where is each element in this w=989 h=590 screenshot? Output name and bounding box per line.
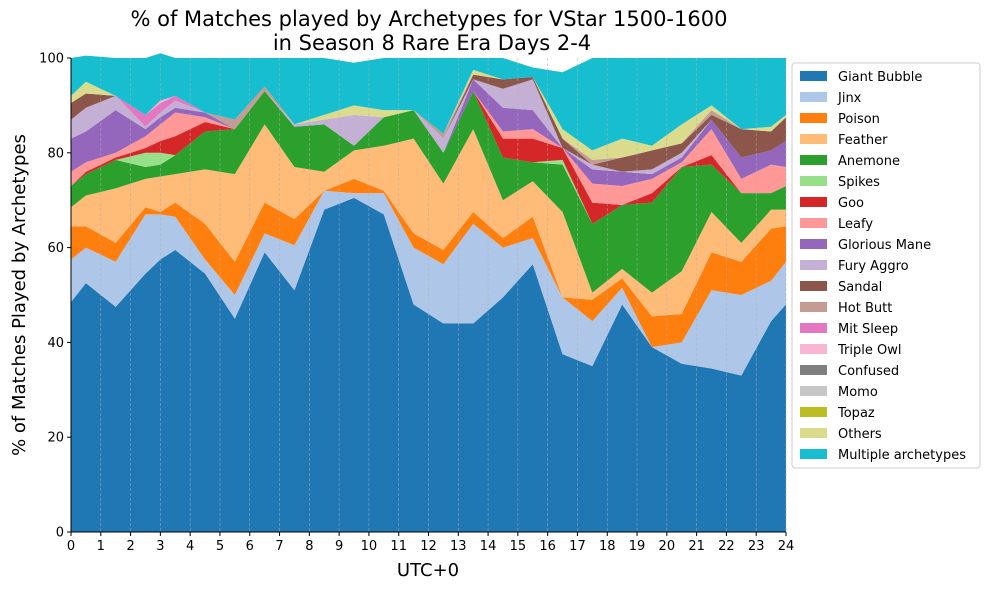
legend-label: Confused xyxy=(838,364,899,379)
legend-swatch xyxy=(800,155,827,165)
legend-swatch xyxy=(800,281,827,291)
x-tick-label: 22 xyxy=(718,539,735,554)
legend-label: Multiple archetypes xyxy=(838,448,966,463)
x-tick-label: 23 xyxy=(748,539,765,554)
legend-label: Goo xyxy=(838,196,864,211)
legend-label: Giant Bubble xyxy=(838,70,922,85)
x-tick-label: 7 xyxy=(275,539,283,554)
x-tick-label: 9 xyxy=(335,539,343,554)
legend-swatch xyxy=(800,113,827,123)
y-axis-ticks: 0 20 40 60 80 100 xyxy=(39,52,71,541)
x-tick-label: 19 xyxy=(629,539,646,554)
x-tick-label: 20 xyxy=(659,539,676,554)
x-tick-label: 14 xyxy=(480,539,497,554)
y-tick-label: 100 xyxy=(39,52,64,67)
y-tick-label: 60 xyxy=(47,241,64,256)
legend-label: Momo xyxy=(838,385,878,400)
legend-label: Fury Aggro xyxy=(838,259,909,274)
legend-swatch xyxy=(800,323,827,333)
x-tick-label: 6 xyxy=(246,539,254,554)
x-tick-label: 21 xyxy=(688,539,705,554)
legend-label: Glorious Mane xyxy=(838,238,931,253)
x-tick-label: 2 xyxy=(126,539,134,554)
legend-swatch xyxy=(800,197,827,207)
legend-swatch xyxy=(800,134,827,144)
legend-label: Feather xyxy=(838,133,888,148)
x-tick-label: 12 xyxy=(420,539,437,554)
legend-swatch xyxy=(800,449,827,459)
legend-label: Hot Butt xyxy=(838,301,892,316)
legend-label: Others xyxy=(838,427,882,442)
legend-swatch xyxy=(800,407,827,417)
legend-label: Anemone xyxy=(838,154,900,169)
x-tick-label: 15 xyxy=(510,539,527,554)
legend-swatch xyxy=(800,260,827,270)
legend-label: Poison xyxy=(838,112,880,127)
legend-label: Sandal xyxy=(838,280,882,295)
legend-label: Triple Owl xyxy=(837,343,901,358)
legend-label: Topaz xyxy=(837,406,875,421)
legend-swatch xyxy=(800,71,827,81)
area-multiple-archetypes xyxy=(71,53,786,151)
x-tick-label: 3 xyxy=(156,539,164,554)
legend-box xyxy=(791,62,981,469)
legend-label: Leafy xyxy=(838,217,873,232)
x-tick-label: 5 xyxy=(216,539,224,554)
legend-swatch xyxy=(800,386,827,396)
x-tick-label: 13 xyxy=(450,539,467,554)
legend-swatch xyxy=(800,302,827,312)
legend: Giant Bubble Jinx Poison Feather Anemone Spik… xyxy=(791,62,981,469)
y-tick-label: 20 xyxy=(47,431,64,446)
area-poison xyxy=(71,178,786,348)
area-fury-aggro xyxy=(71,79,786,175)
legend-label: Spikes xyxy=(838,175,880,190)
x-tick-label: 11 xyxy=(390,539,407,554)
x-tick-label: 0 xyxy=(67,539,75,554)
chart-subtitle: in Season 8 Rare Era Days 2-4 xyxy=(273,31,591,55)
legend-swatch xyxy=(800,344,827,354)
x-tick-label: 17 xyxy=(569,539,586,554)
x-tick-label: 10 xyxy=(361,539,378,554)
x-axis-ticks: 0 1 2 3 4 5 6 7 8 9 10 11 12 13 14 15 16 17 18 19 20 21 22 23 24 xyxy=(67,532,794,554)
legend-label: Jinx xyxy=(837,91,862,106)
legend-swatch xyxy=(800,92,827,102)
x-axis-label: UTC+0 xyxy=(397,560,459,581)
chart-title: % of Matches played by Archetypes for VS… xyxy=(131,7,728,31)
y-axis-label: % of Matches Played by Archetypes xyxy=(9,134,30,456)
y-tick-label: 0 xyxy=(56,526,64,541)
legend-swatch xyxy=(800,176,827,186)
legend-swatch xyxy=(800,239,827,249)
area-anemone xyxy=(71,91,786,293)
x-tick-label: 1 xyxy=(97,539,105,554)
legend-swatch xyxy=(800,428,827,438)
x-tick-label: 8 xyxy=(305,539,313,554)
x-tick-label: 16 xyxy=(539,539,556,554)
legend-label: Mit Sleep xyxy=(838,322,898,337)
x-tick-label: 18 xyxy=(599,539,616,554)
legend-swatch xyxy=(800,218,827,228)
x-tick-label: 24 xyxy=(778,539,795,554)
legend-swatch xyxy=(800,365,827,375)
y-tick-label: 80 xyxy=(47,146,64,161)
y-tick-label: 40 xyxy=(47,336,64,351)
x-tick-label: 4 xyxy=(186,539,194,554)
